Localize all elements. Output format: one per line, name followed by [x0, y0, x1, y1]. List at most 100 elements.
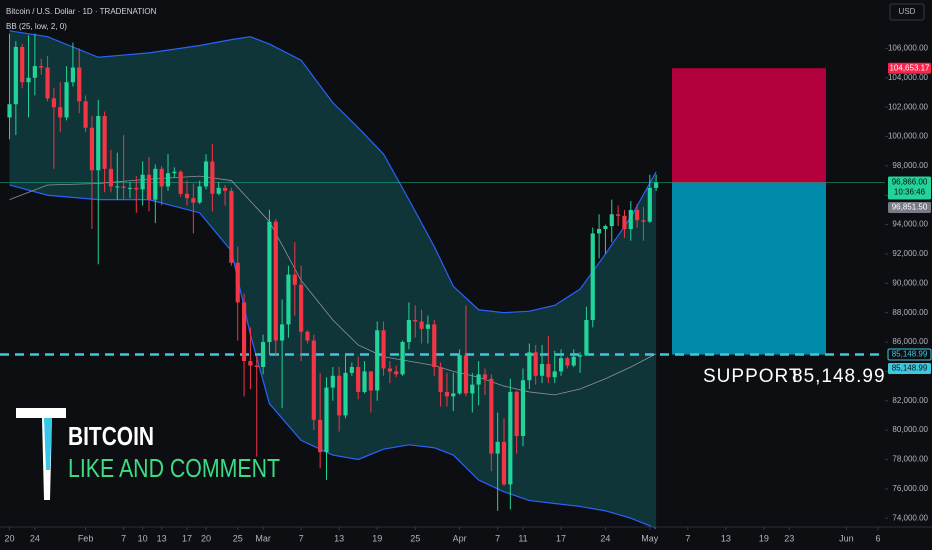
- target-zone: [672, 68, 826, 183]
- x-tick-label: 20: [201, 533, 211, 543]
- x-tick-label: Feb: [78, 533, 94, 543]
- stop-zone: [672, 182, 826, 355]
- candle-body: [400, 342, 405, 375]
- x-tick-label: 7: [685, 533, 690, 543]
- candle-body: [32, 66, 37, 78]
- candle-body: [134, 187, 139, 190]
- candle-body: [172, 171, 177, 174]
- target-tag-text: 104,653.17: [889, 63, 930, 72]
- overlay: Bitcoin / U.S. Dollar · 1D · TRADENATION…: [6, 7, 885, 500]
- candle-body: [191, 198, 196, 203]
- candle-body: [425, 324, 431, 329]
- candle-body: [299, 284, 304, 332]
- candle-body: [527, 352, 532, 381]
- logo-mark: [16, 408, 66, 500]
- x-tick-label: 7: [299, 533, 304, 543]
- x-tick-label: 23: [784, 533, 794, 543]
- candle-body: [324, 387, 329, 453]
- candle-body: [495, 441, 500, 454]
- candle-body: [108, 168, 114, 187]
- candle-body: [603, 226, 608, 230]
- candle-body: [77, 67, 82, 102]
- x-tick-label: 25: [410, 533, 420, 543]
- x-tick-label: Apr: [453, 533, 467, 543]
- candle-body: [305, 331, 310, 341]
- candle-body: [273, 221, 278, 341]
- x-tick-label: 20: [5, 533, 15, 543]
- x-tick-label: 7: [121, 533, 126, 543]
- y-tick-label: 104,000.00: [888, 73, 929, 82]
- candle-body: [476, 374, 481, 385]
- symbol-title: Bitcoin / U.S. Dollar · 1D · TRADENATION: [6, 7, 157, 16]
- x-tick-label: 25: [233, 533, 243, 543]
- candle-body: [13, 46, 18, 105]
- y-tick-label: 76,000.00: [892, 484, 928, 493]
- candle-body: [362, 371, 367, 392]
- currency-box: [889, 3, 925, 21]
- entry-tag-box: [888, 202, 931, 214]
- band-fill: [9, 30, 657, 529]
- candle-body: [514, 391, 519, 436]
- candle-body: [58, 107, 63, 118]
- support-tag-box: [888, 363, 931, 375]
- y-tick-label: 74,000.00: [892, 513, 928, 522]
- candle-body: [229, 190, 234, 263]
- candle-body: [311, 340, 316, 420]
- candle-body: [349, 366, 354, 373]
- y-tick-label: 86,000.00: [892, 337, 928, 346]
- candle-body: [577, 355, 583, 357]
- candle-body: [318, 419, 323, 453]
- candle-body: [292, 274, 297, 285]
- candle-body: [520, 380, 526, 436]
- band-upper: [9, 30, 657, 314]
- candle-body: [83, 101, 88, 128]
- support-text: SUPPORT: [703, 366, 802, 387]
- y-tick-label: 98,000.00: [892, 161, 928, 170]
- logo-title: BITCOIN: [68, 421, 154, 451]
- candle-body: [127, 187, 133, 189]
- candle-body: [343, 372, 348, 416]
- plot-area: [0, 30, 885, 530]
- candle-body: [501, 441, 507, 485]
- x-tick-label: 13: [334, 533, 344, 543]
- candle-body: [635, 209, 640, 221]
- candle-body: [628, 209, 633, 230]
- candle-body: [184, 193, 190, 199]
- x-tick-label: 13: [721, 533, 731, 543]
- candle-body: [102, 115, 107, 169]
- x-tick-label: 24: [30, 533, 40, 543]
- candle-body: [616, 214, 621, 216]
- logo-shape: [16, 408, 66, 500]
- price-axis: USD 20 24 Feb 7 10 13 17 20 25 Mar 7 13 19 25 Apr 7 11 17…: [0, 3, 932, 543]
- candle-body: [26, 77, 31, 83]
- candle-body: [596, 229, 602, 234]
- candle-body: [140, 174, 145, 190]
- logo-accent: [44, 418, 52, 470]
- countdown-text: 10:36:46: [894, 188, 926, 197]
- candle-body: [210, 161, 215, 194]
- last-price-tag-box: [888, 176, 931, 200]
- x-tick-label: 10: [138, 533, 148, 543]
- candle-body: [235, 262, 240, 303]
- target-tag-box: [888, 62, 931, 74]
- candle-body: [508, 391, 513, 485]
- candle-body: [584, 320, 589, 356]
- candle-body: [375, 330, 380, 391]
- x-tick-label: 19: [759, 533, 769, 543]
- candle-body: [489, 378, 494, 454]
- candle-body: [413, 320, 418, 322]
- candle-body: [552, 371, 557, 378]
- candle-body: [216, 187, 221, 194]
- candle-body: [159, 168, 164, 187]
- candle-body: [121, 186, 126, 188]
- candle-body: [39, 66, 44, 68]
- candle-body: [20, 46, 25, 83]
- candle-body: [178, 171, 183, 194]
- candle-body: [438, 366, 443, 392]
- candle-body: [70, 67, 75, 83]
- band-lower: [9, 184, 657, 530]
- y-tick-label: 100,000.00: [888, 132, 929, 141]
- x-tick-label: 17: [182, 533, 192, 543]
- candle-body: [451, 393, 456, 397]
- x-tick-label: 24: [600, 533, 610, 543]
